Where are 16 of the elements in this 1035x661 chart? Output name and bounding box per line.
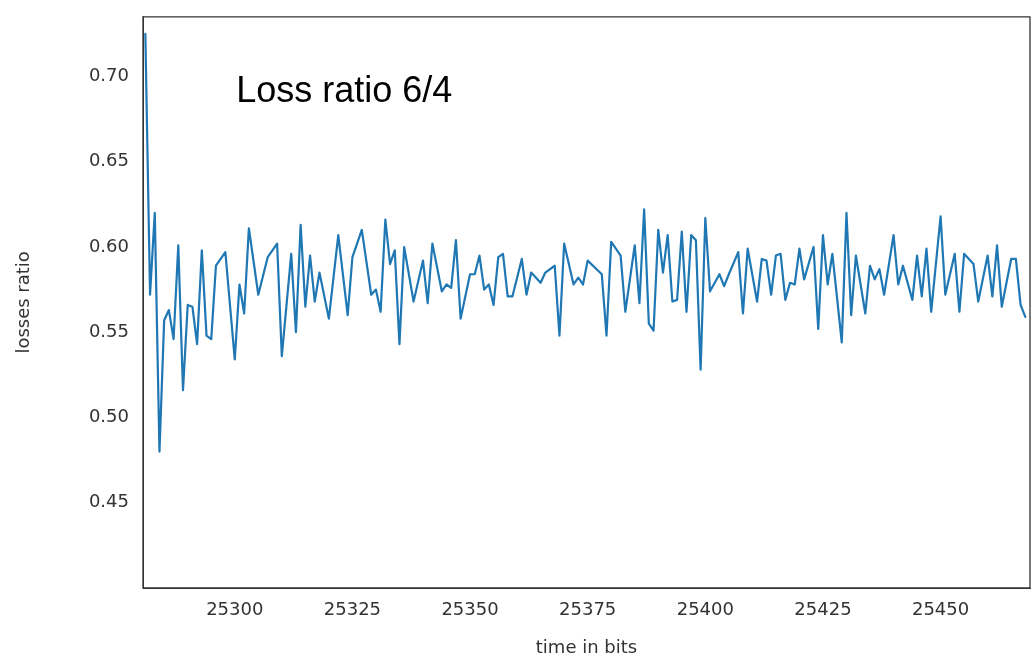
x-tick-label: 25325 (323, 598, 382, 620)
x-tick-label: 25425 (794, 598, 852, 620)
y-tick-label: 0.70 (88, 64, 129, 86)
y-tick-label: 0.60 (88, 234, 129, 256)
y-tick-label: 0.50 (88, 405, 129, 427)
x-tick-label: 25400 (676, 598, 734, 620)
y-tick-label: 0.45 (88, 490, 129, 512)
y-axis-title: losses ratio (12, 251, 34, 354)
y-tick-label: 0.65 (88, 149, 129, 171)
x-tick-label: 25450 (911, 598, 970, 620)
x-tick-label: 25300 (206, 598, 264, 620)
y-tick-label: 0.55 (88, 319, 129, 341)
annotation: Loss ratio 6/4 (236, 68, 453, 110)
x-axis-title: time in bits (535, 635, 638, 657)
x-tick-label: 25375 (559, 598, 617, 620)
x-tick-label: 25350 (441, 598, 499, 620)
